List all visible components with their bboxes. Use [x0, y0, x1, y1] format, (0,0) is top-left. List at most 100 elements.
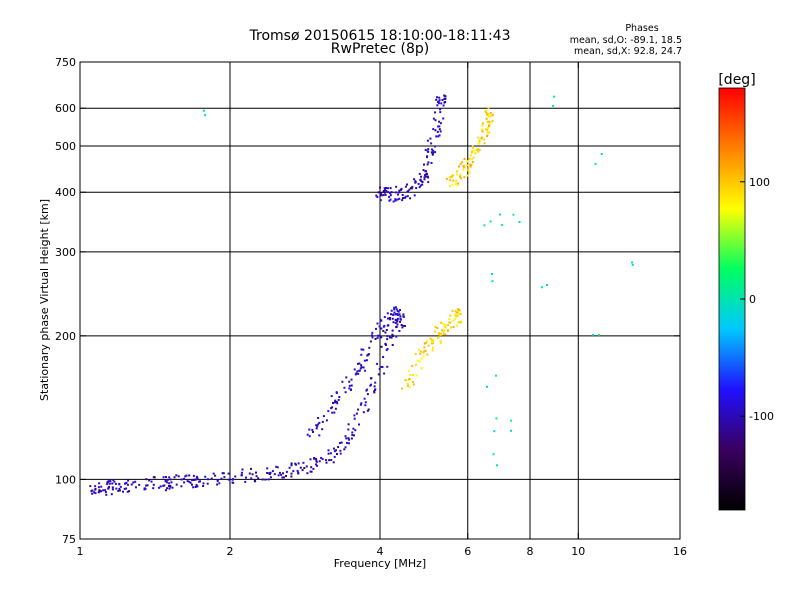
data-point [385, 187, 387, 189]
data-point [255, 471, 257, 474]
data-point [119, 489, 121, 492]
data-point [382, 356, 385, 358]
data-point [483, 224, 486, 227]
data-point [281, 476, 284, 479]
data-point [301, 469, 304, 472]
data-point [387, 317, 389, 320]
data-point [459, 175, 461, 178]
data-point [348, 380, 351, 383]
data-point [396, 317, 399, 320]
data-point [180, 485, 183, 488]
x-tick-label: 2 [227, 545, 234, 558]
data-point [269, 471, 272, 474]
data-point [206, 478, 209, 481]
data-point [119, 485, 122, 488]
data-point [399, 309, 401, 311]
data-point [437, 125, 440, 128]
data-point [398, 189, 401, 192]
data-point [476, 148, 479, 151]
data-point [108, 485, 111, 488]
data-point [472, 156, 475, 159]
x-tick-label: 8 [527, 545, 534, 558]
data-point [132, 481, 135, 484]
data-point [423, 349, 426, 352]
data-point [118, 488, 121, 490]
data-point [388, 196, 391, 198]
data-point [309, 458, 312, 461]
data-point [459, 321, 462, 324]
x-axis-label: Frequency [MHz] [334, 557, 426, 570]
data-point [341, 380, 344, 383]
data-point [422, 355, 425, 358]
data-point [328, 459, 331, 462]
data-point [434, 111, 436, 114]
data-point [397, 310, 400, 313]
data-point [335, 449, 337, 452]
data-point [449, 179, 452, 182]
data-point [107, 487, 110, 490]
data-point [429, 137, 432, 140]
data-point [159, 485, 162, 488]
data-point [475, 148, 478, 151]
data-point [455, 311, 458, 314]
data-point [311, 428, 314, 431]
data-point [360, 353, 363, 356]
data-point [315, 457, 318, 460]
data-point [221, 472, 224, 475]
colorbar-ticks: 100 0 -100 [740, 176, 774, 423]
data-point [427, 344, 430, 347]
data-point [598, 333, 600, 336]
data-point [146, 484, 149, 487]
data-point [353, 417, 356, 420]
data-point [327, 410, 330, 413]
data-point [434, 119, 437, 122]
data-point [456, 314, 459, 317]
data-point [442, 117, 445, 120]
data-point [380, 327, 383, 330]
data-point [104, 491, 107, 494]
data-point [483, 142, 486, 145]
data-point [303, 467, 306, 469]
data-point [318, 460, 321, 463]
data-point [317, 423, 320, 426]
data-point [349, 389, 352, 391]
data-point [334, 399, 337, 402]
data-point [431, 148, 433, 151]
data-point [122, 490, 124, 493]
data-point [189, 481, 192, 484]
data-point [195, 475, 198, 478]
data-point [486, 113, 488, 116]
data-point [374, 338, 377, 340]
data-point [366, 393, 369, 396]
y-tick-label: 75 [62, 533, 76, 546]
data-point [431, 339, 433, 342]
data-point [501, 223, 504, 226]
data-point [427, 181, 430, 184]
data-point [126, 483, 129, 486]
data-point [390, 313, 392, 316]
data-point [380, 366, 383, 368]
data-point [113, 480, 116, 483]
data-point [438, 332, 440, 335]
data-point [367, 408, 370, 411]
data-point [337, 398, 340, 401]
data-point [329, 452, 332, 455]
data-point [420, 357, 423, 360]
data-point [631, 263, 634, 266]
data-point [478, 139, 481, 142]
data-point [478, 149, 481, 151]
data-point [600, 153, 603, 155]
data-point [285, 470, 288, 473]
data-point [471, 145, 474, 148]
data-point [436, 96, 438, 99]
data-points [89, 94, 634, 496]
data-point [439, 339, 442, 342]
data-point [440, 341, 443, 344]
data-point [401, 326, 404, 329]
data-point [441, 329, 444, 332]
data-point [152, 483, 155, 486]
data-point [486, 121, 489, 123]
data-point [390, 309, 393, 312]
data-point [360, 364, 363, 367]
data-point [315, 427, 318, 430]
